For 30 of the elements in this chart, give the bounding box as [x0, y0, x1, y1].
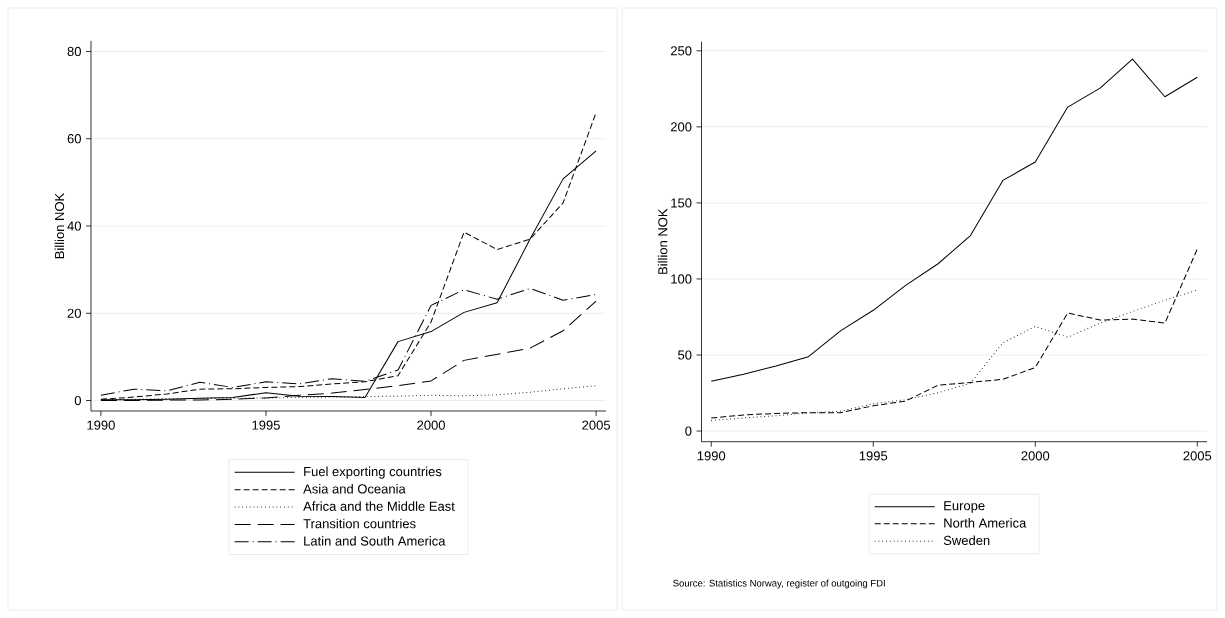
- y-tick-label: 50: [678, 350, 692, 360]
- x-tick-label: 2000: [417, 420, 445, 430]
- y-tick-label: 250: [670, 46, 692, 56]
- legend-label: Asia and Oceania: [303, 483, 406, 494]
- x-tick-label: 1990: [697, 451, 726, 461]
- legend-label: Transition countries: [303, 518, 416, 529]
- y-tick-label: 40: [67, 221, 81, 231]
- y-tick-label: 150: [671, 198, 692, 208]
- y-tick-label: 60: [67, 134, 81, 144]
- legend-label: Fuel exporting countries: [304, 466, 442, 479]
- x-tick-label: 1990: [87, 420, 115, 430]
- x-tick-label: 2000: [1021, 451, 1050, 461]
- y-axis-title: Billion NOK: [54, 192, 65, 259]
- legend-label: Europe: [944, 501, 985, 513]
- y-tick-label: 200: [670, 122, 692, 132]
- source-note: Source: Statistics Norway, register of outgoing FDI: [673, 579, 885, 589]
- y-tick-label: 20: [67, 308, 81, 318]
- legend-label: North America: [944, 518, 1027, 528]
- x-tick-label: 1995: [859, 451, 888, 461]
- y-tick-label: 0: [74, 395, 81, 406]
- y-tick-label: 80: [67, 46, 81, 57]
- x-tick-label: 2005: [1183, 451, 1212, 461]
- legend-label: Latin and South America: [304, 536, 446, 546]
- y-tick-label: 100: [671, 274, 692, 284]
- y-tick-label: 0: [685, 426, 692, 436]
- legend-label: Sweden: [943, 535, 990, 546]
- legend-label: Africa and the Middle East: [303, 501, 455, 511]
- y-axis-title: Billion NOK: [657, 208, 668, 274]
- x-tick-label: 2005: [582, 420, 611, 430]
- x-tick-label: 1995: [252, 420, 280, 430]
